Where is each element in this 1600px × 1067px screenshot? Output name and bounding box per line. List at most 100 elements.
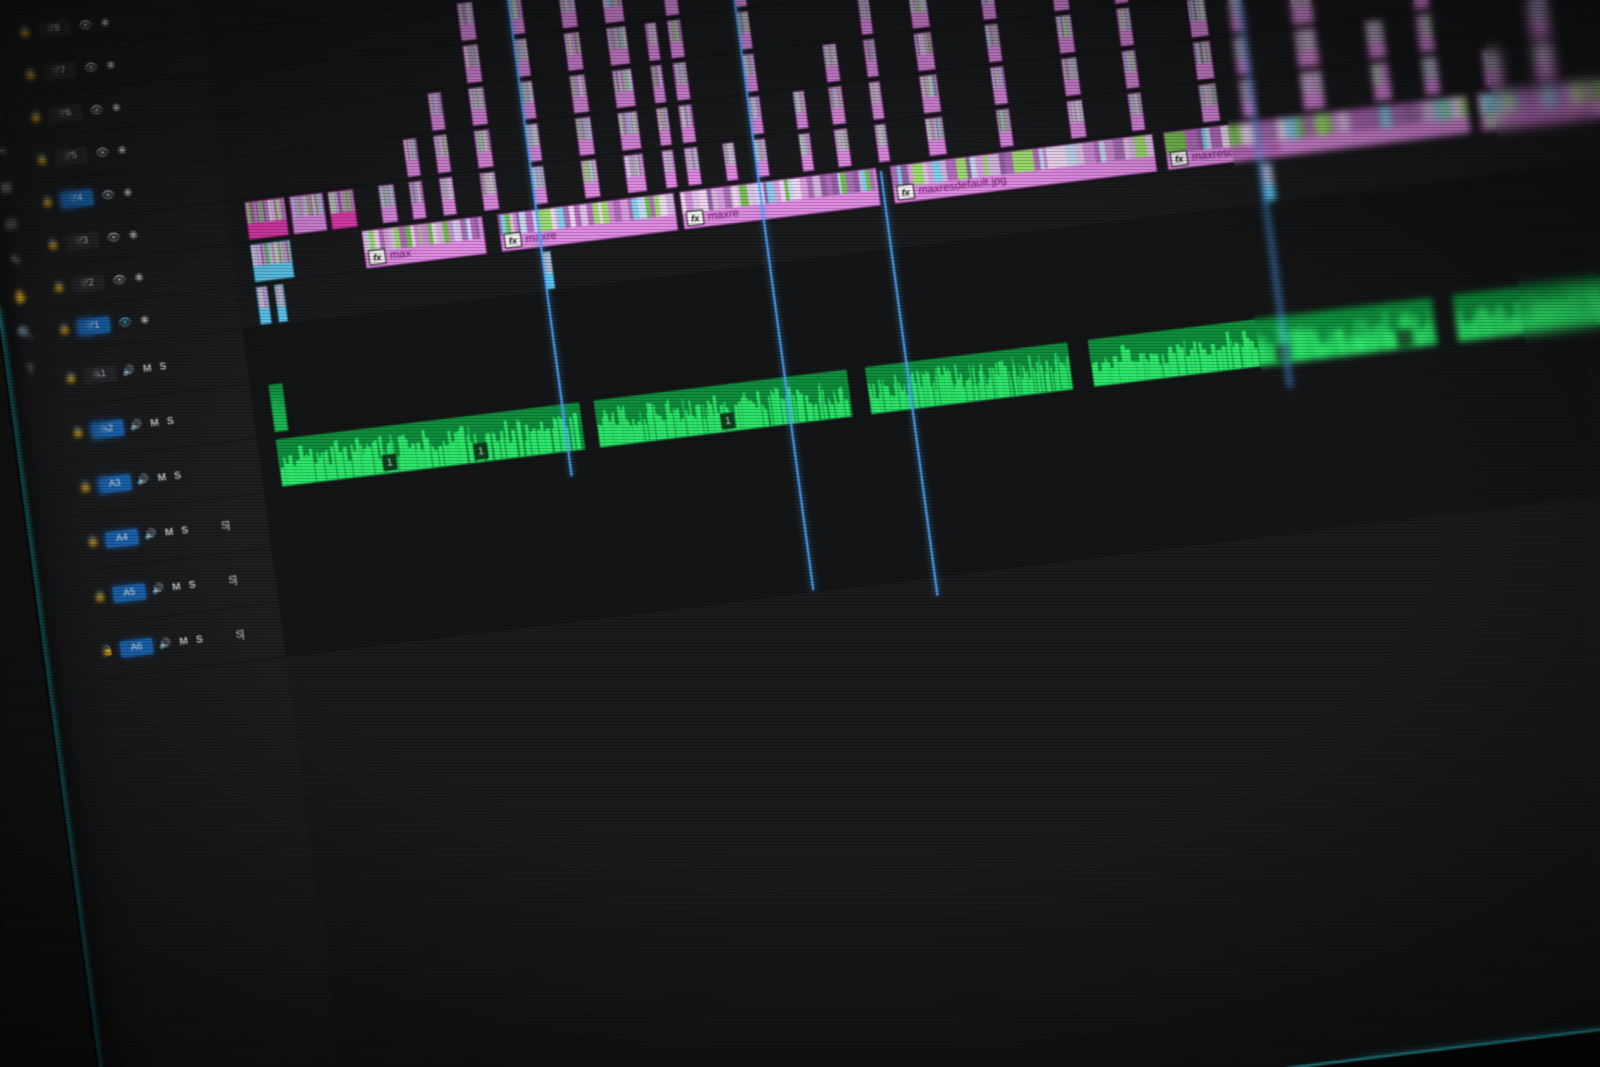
mute-button[interactable]: M — [149, 416, 160, 430]
video-clip[interactable] — [833, 127, 853, 168]
audio-track-controls[interactable]: 🔊 M S — [144, 524, 189, 541]
track-target-button-v2[interactable]: V2 — [70, 273, 106, 294]
audio-track-controls[interactable]: 🔊 M S — [129, 415, 174, 432]
video-clip[interactable] — [574, 116, 596, 157]
lock-icon[interactable]: 🔒 — [100, 644, 115, 658]
track-fx-icon[interactable]: ◉ — [139, 313, 150, 326]
audio-clip[interactable] — [268, 383, 289, 433]
fx-badge[interactable]: fx — [1169, 149, 1189, 168]
video-clip[interactable] — [562, 31, 585, 72]
video-clip[interactable] — [1197, 82, 1221, 124]
razor-tool-icon[interactable]: ✂ — [0, 142, 8, 159]
zoom-tool-icon[interactable]: 🔍 — [16, 323, 35, 342]
video-clip[interactable] — [862, 38, 880, 79]
eye-icon[interactable]: 👁 — [100, 187, 116, 202]
speaker-icon[interactable]: 🔊 — [136, 473, 151, 487]
video-clip[interactable] — [1054, 14, 1076, 55]
mute-button[interactable]: M — [171, 580, 182, 593]
video-clip[interactable] — [1481, 47, 1505, 89]
video-clip[interactable] — [568, 73, 590, 115]
video-clip[interactable] — [1526, 0, 1552, 40]
fx-badge[interactable]: fx — [367, 248, 387, 266]
video-clip[interactable] — [791, 89, 810, 130]
video-clip[interactable] — [867, 80, 886, 121]
speaker-icon[interactable]: 🔊 — [143, 528, 158, 541]
video-clip[interactable] — [579, 158, 602, 200]
video-clip[interactable] — [821, 42, 842, 84]
video-clip[interactable] — [1065, 98, 1088, 140]
timeline-tracks[interactable]: fx max fx maxre fx maxre fx maxresdefault.jpg fx… — [191, 0, 1600, 1067]
lock-icon[interactable]: 🔒 — [23, 68, 38, 81]
video-clip[interactable] — [402, 137, 422, 178]
video-clip[interactable] — [649, 64, 667, 105]
track-target-button-a4[interactable]: A4 — [104, 527, 140, 549]
solo-button[interactable]: S — [180, 524, 190, 537]
track-fx-icon[interactable]: ◉ — [111, 100, 122, 114]
video-clip[interactable] — [797, 132, 815, 173]
video-clip[interactable] — [243, 196, 290, 241]
pen-tool-icon[interactable]: ✎ — [9, 251, 23, 268]
lock-icon[interactable]: 🔒 — [71, 426, 86, 439]
lock-icon[interactable]: 🔒 — [40, 195, 55, 209]
speaker-icon[interactable]: 🔊 — [150, 582, 165, 596]
eye-icon[interactable]: 👁 — [83, 60, 99, 75]
video-clip[interactable] — [1126, 91, 1146, 132]
track-target-button-a5[interactable]: A5 — [111, 582, 147, 603]
fx-badge[interactable]: fx — [503, 231, 523, 249]
video-clip[interactable] — [1191, 40, 1216, 81]
video-clip[interactable] — [856, 0, 874, 36]
stereo-meter-button[interactable]: S] — [220, 519, 230, 532]
video-clip[interactable] — [660, 149, 679, 190]
video-clip[interactable] — [995, 107, 1015, 149]
video-clip[interactable] — [1420, 55, 1442, 96]
hand-tool-icon[interactable]: ✋ — [11, 287, 30, 305]
video-clip[interactable] — [660, 0, 680, 17]
video-clip[interactable] — [671, 61, 692, 102]
solo-button[interactable]: S — [158, 360, 168, 373]
speaker-icon[interactable]: 🔊 — [128, 418, 144, 432]
video-clip[interactable] — [1048, 0, 1071, 12]
video-clip[interactable] — [1531, 41, 1558, 83]
video-clip[interactable] — [611, 67, 637, 109]
track-target-button-v3[interactable]: V3 — [65, 230, 100, 251]
video-clip[interactable] — [1186, 0, 1210, 39]
video-clip[interactable] — [288, 192, 328, 235]
video-clip[interactable] — [407, 180, 428, 221]
video-clip[interactable] — [1293, 27, 1321, 69]
track-target-button-v8[interactable]: V8 — [36, 18, 72, 39]
mute-button[interactable]: M — [156, 471, 167, 484]
video-clip[interactable] — [467, 86, 489, 127]
video-clip[interactable] — [978, 0, 998, 21]
lock-icon[interactable]: 🔒 — [93, 589, 108, 603]
fx-badge[interactable]: fx — [1483, 111, 1503, 129]
video-clip[interactable] — [478, 171, 501, 212]
speaker-icon[interactable]: 🔊 — [158, 637, 173, 650]
video-clip[interactable] — [426, 91, 447, 132]
eye-icon[interactable]: 👁 — [77, 18, 94, 32]
audio-track-controls[interactable]: 🔊 M S — [151, 579, 196, 596]
audio-track-controls[interactable]: 🔊 M S — [122, 360, 167, 377]
video-clip[interactable] — [907, 0, 931, 30]
eye-icon[interactable]: 👁 — [111, 272, 128, 287]
slip-tool-icon[interactable]: ⊞ — [0, 178, 13, 196]
video-clip[interactable] — [677, 103, 697, 144]
type-tool-icon[interactable]: T — [25, 360, 36, 377]
eye-icon[interactable]: 👁 — [105, 230, 122, 245]
track-target-button-v7[interactable]: V7 — [42, 60, 77, 81]
video-clip[interactable] — [1364, 18, 1388, 60]
lock-icon[interactable]: 🔒 — [51, 280, 66, 294]
rolling-edit-tool-icon[interactable]: ⋈ — [0, 61, 7, 95]
video-clip[interactable] — [1298, 69, 1327, 111]
video-clip[interactable] — [326, 188, 359, 231]
video-clip[interactable] — [989, 65, 1009, 106]
track-fx-icon[interactable]: ◉ — [99, 16, 111, 29]
fx-badge[interactable]: fx — [685, 209, 705, 227]
track-fx-icon[interactable]: ◉ — [116, 143, 128, 156]
track-target-button-v4[interactable]: V4 — [59, 188, 94, 209]
track-target-button-a1[interactable]: A1 — [82, 364, 118, 385]
track-target-button-v5[interactable]: V5 — [53, 145, 89, 166]
fx-badge[interactable]: fx — [896, 183, 916, 201]
mute-button[interactable]: M — [178, 635, 189, 648]
video-clip[interactable] — [1414, 12, 1436, 54]
slide-tool-icon[interactable]: ⊟ — [4, 215, 18, 232]
